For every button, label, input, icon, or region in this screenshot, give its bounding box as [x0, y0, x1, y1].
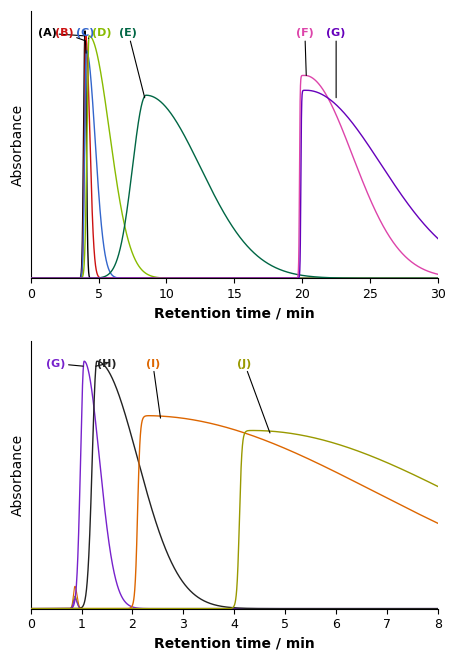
Text: (G): (G) — [326, 28, 346, 98]
Text: (B): (B) — [55, 28, 85, 41]
Text: (I): (I) — [146, 359, 160, 418]
Y-axis label: Absorbance: Absorbance — [11, 104, 25, 186]
Text: (D): (D) — [88, 28, 111, 38]
Y-axis label: Absorbance: Absorbance — [11, 434, 25, 516]
X-axis label: Retention time / min: Retention time / min — [154, 307, 315, 320]
Text: (C): (C) — [76, 28, 94, 53]
X-axis label: Retention time / min: Retention time / min — [154, 637, 315, 651]
Text: (J): (J) — [237, 359, 270, 433]
Text: (A): (A) — [37, 28, 85, 38]
Text: (G): (G) — [47, 359, 83, 369]
Text: (F): (F) — [296, 28, 314, 75]
Text: (H): (H) — [96, 359, 117, 369]
Text: (E): (E) — [119, 28, 145, 98]
